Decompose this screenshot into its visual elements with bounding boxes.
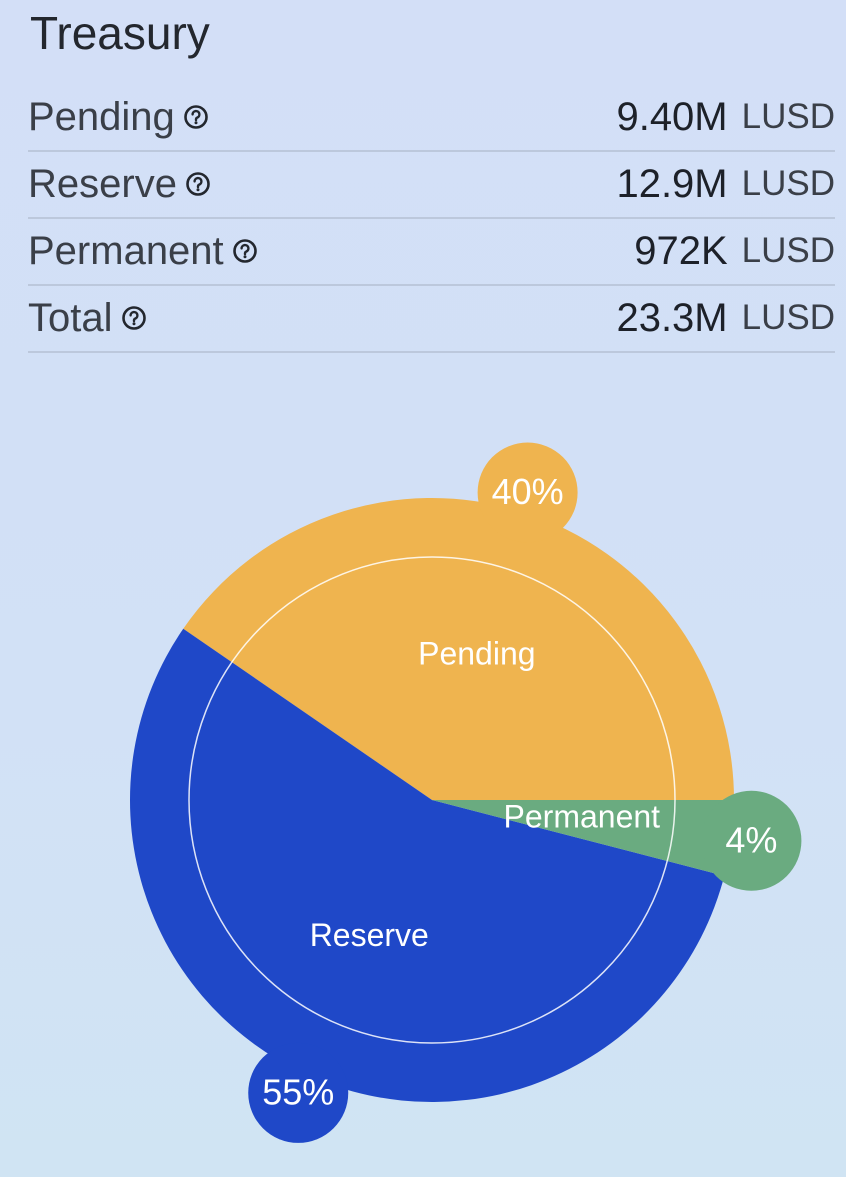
row-label: Reserve <box>28 161 177 206</box>
percent-badge <box>477 442 578 543</box>
row-label: Pending <box>28 94 175 139</box>
row-unit: LUSD <box>741 231 835 270</box>
table-row: Total 23.3M LUSD <box>28 285 835 353</box>
row-value: 9.40M <box>616 94 728 139</box>
chart: Pending Reserve Permanent 40% 55% 4% <box>129 442 802 1143</box>
percent-label: 4% <box>725 819 777 860</box>
row-label: Total <box>28 295 113 340</box>
pie-slice <box>129 628 725 1102</box>
percent-badge <box>248 1042 349 1143</box>
row-unit: LUSD <box>741 97 835 136</box>
row-label: Permanent <box>28 228 224 273</box>
row-value: 12.9M <box>616 161 728 206</box>
slice-label: Pending <box>418 635 535 671</box>
percent-badge <box>701 790 802 891</box>
table-row: Permanent 972K LUSD <box>28 218 835 286</box>
slice-label: Permanent <box>504 799 661 835</box>
inner-ring <box>188 556 676 1044</box>
pie-slice <box>183 497 734 800</box>
slice-label: Reserve <box>310 917 429 953</box>
row-unit: LUSD <box>741 298 835 337</box>
row-value: 23.3M <box>616 295 728 340</box>
help-icon[interactable] <box>183 104 209 130</box>
help-icon[interactable] <box>232 238 258 264</box>
help-icon[interactable] <box>121 305 147 331</box>
page-title: Treasury <box>30 7 210 59</box>
help-icon[interactable] <box>185 171 211 197</box>
pie-slice <box>432 800 734 876</box>
row-value: 972K <box>634 228 728 273</box>
percent-label: 55% <box>262 1071 334 1112</box>
row-unit: LUSD <box>741 164 835 203</box>
table-row: Reserve 12.9M LUSD <box>28 151 835 219</box>
percent-label: 40% <box>492 471 564 512</box>
table-row: Pending 9.40M LUSD <box>28 84 835 152</box>
